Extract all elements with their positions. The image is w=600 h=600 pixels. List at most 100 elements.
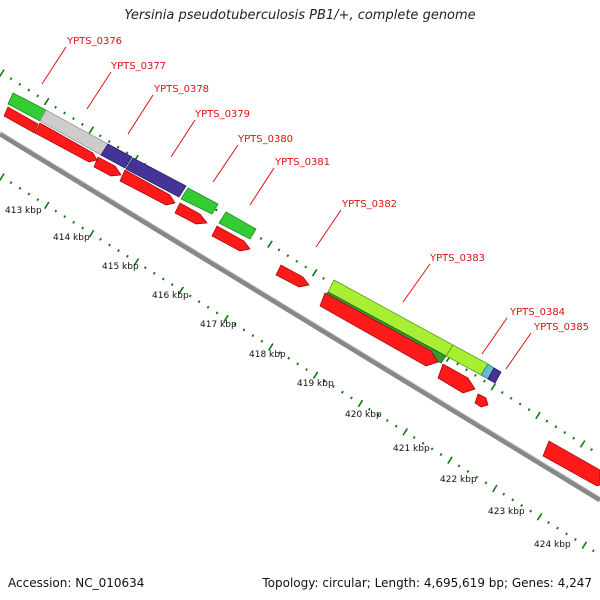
minor-tick: [500, 391, 504, 395]
minor-tick: [465, 368, 468, 372]
minor-tick: [545, 419, 549, 423]
kbp-label: 422 kbp: [440, 475, 477, 485]
minor-tick: [9, 77, 13, 81]
minor-tick: [527, 408, 531, 412]
major-tick: [491, 484, 498, 493]
minor-tick: [286, 254, 290, 258]
major-tick: [88, 126, 95, 134]
cds-arrow[interactable]: [174, 202, 208, 225]
minor-tick: [277, 248, 281, 252]
cds-arrow[interactable]: [119, 169, 176, 206]
minor-tick: [36, 198, 40, 202]
minor-tick: [511, 498, 515, 502]
minor-tick: [278, 351, 282, 355]
cds-arrow[interactable]: [34, 122, 98, 163]
gene-block-ypts-0385[interactable]: [487, 367, 502, 384]
page-title: Yersinia pseudotuberculosis PB1/+, compl…: [124, 8, 476, 23]
minor-tick: [125, 151, 129, 155]
gene-block-ypts-0379[interactable]: [125, 157, 187, 198]
major-tick: [490, 383, 497, 391]
minor-tick: [295, 259, 299, 263]
minor-tick: [509, 396, 513, 400]
genome-backbone: [0, 131, 600, 503]
kbp-label: 424 kbp: [534, 540, 571, 550]
lower-tick-row: [0, 173, 595, 553]
minor-tick: [9, 181, 13, 185]
minor-tick: [466, 470, 470, 474]
kbp-label: 415 kbp: [102, 262, 139, 272]
minor-tick: [259, 236, 263, 240]
gene-label[interactable]: YPTS_0385: [533, 322, 589, 333]
minor-tick: [206, 305, 210, 309]
kbp-label: 418 kbp: [249, 350, 286, 360]
minor-tick: [502, 492, 506, 496]
topology-text: Topology: circular; Length: 4,695,619 bp…: [262, 576, 592, 590]
gene-label[interactable]: YPTS_0377: [110, 61, 166, 72]
cds-arrow[interactable]: [275, 264, 310, 288]
gene-block-ypts-0381[interactable]: [218, 211, 257, 240]
major-tick: [447, 456, 453, 464]
minor-tick: [107, 139, 111, 143]
minor-tick: [188, 294, 192, 298]
kbp-label: 421 kbp: [393, 444, 430, 454]
minor-tick: [474, 373, 477, 377]
cds-arrow[interactable]: [211, 225, 251, 252]
minor-tick: [563, 431, 567, 434]
minor-tick: [475, 475, 479, 479]
kbp-labels: 413 kbp 414 kbp 415 kbp 416 kbp 417 kbp …: [5, 206, 571, 550]
minor-tick: [376, 413, 380, 417]
major-tick: [223, 314, 229, 323]
minor-tick: [197, 300, 201, 304]
major-tick: [267, 240, 273, 248]
minor-tick: [215, 311, 219, 315]
minor-tick: [98, 134, 102, 138]
gene-label[interactable]: YPTS_0383: [429, 253, 485, 264]
major-tick: [402, 428, 409, 436]
gene-block-ypts-0378[interactable]: [100, 143, 133, 169]
minor-tick: [117, 249, 120, 253]
kbp-label: 416 kbp: [152, 291, 189, 301]
minor-tick: [421, 441, 425, 445]
minor-tick: [385, 419, 389, 423]
gene-label[interactable]: YPTS_0378: [153, 84, 209, 95]
minor-tick: [18, 82, 22, 86]
kbp-label: 417 kbp: [200, 320, 237, 330]
gene-label[interactable]: YPTS_0380: [237, 134, 293, 145]
minor-tick: [36, 94, 40, 98]
minor-tick: [287, 356, 291, 360]
cds-arrow[interactable]: [437, 363, 476, 394]
minor-tick: [430, 447, 434, 451]
cds-arrow[interactable]: [474, 393, 489, 408]
cds-arrow[interactable]: [542, 440, 600, 487]
major-tick: [312, 371, 319, 380]
minor-tick: [412, 436, 416, 440]
minor-tick: [80, 122, 84, 126]
minor-tick: [126, 254, 129, 258]
gene-block-ypts-0380[interactable]: [180, 187, 219, 215]
cds-arrow[interactable]: [3, 106, 39, 134]
minor-tick: [341, 390, 344, 394]
minor-tick: [322, 276, 325, 280]
minor-tick: [152, 271, 156, 275]
minor-tick: [27, 192, 31, 196]
cds-arrow[interactable]: [93, 156, 122, 177]
minor-tick: [54, 209, 58, 213]
cds-track: [3, 106, 600, 487]
gene-label[interactable]: YPTS_0381: [274, 157, 330, 168]
major-tick: [88, 229, 95, 238]
minor-tick: [116, 145, 120, 149]
minor-tick: [251, 334, 255, 338]
gene-label[interactable]: YPTS_0379: [194, 109, 250, 120]
major-tick: [581, 541, 588, 549]
gene-leader-lines: [41, 46, 532, 370]
gene-label[interactable]: YPTS_0382: [341, 199, 397, 210]
gene-label[interactable]: YPTS_0384: [509, 307, 565, 318]
minor-tick: [394, 424, 398, 428]
gene-label[interactable]: YPTS_0376: [66, 36, 122, 47]
minor-tick: [54, 105, 58, 109]
cds-arrow[interactable]: [319, 292, 439, 367]
minor-tick: [520, 503, 524, 507]
major-tick: [133, 258, 140, 266]
major-tick: [43, 201, 50, 210]
minor-tick: [547, 520, 550, 524]
